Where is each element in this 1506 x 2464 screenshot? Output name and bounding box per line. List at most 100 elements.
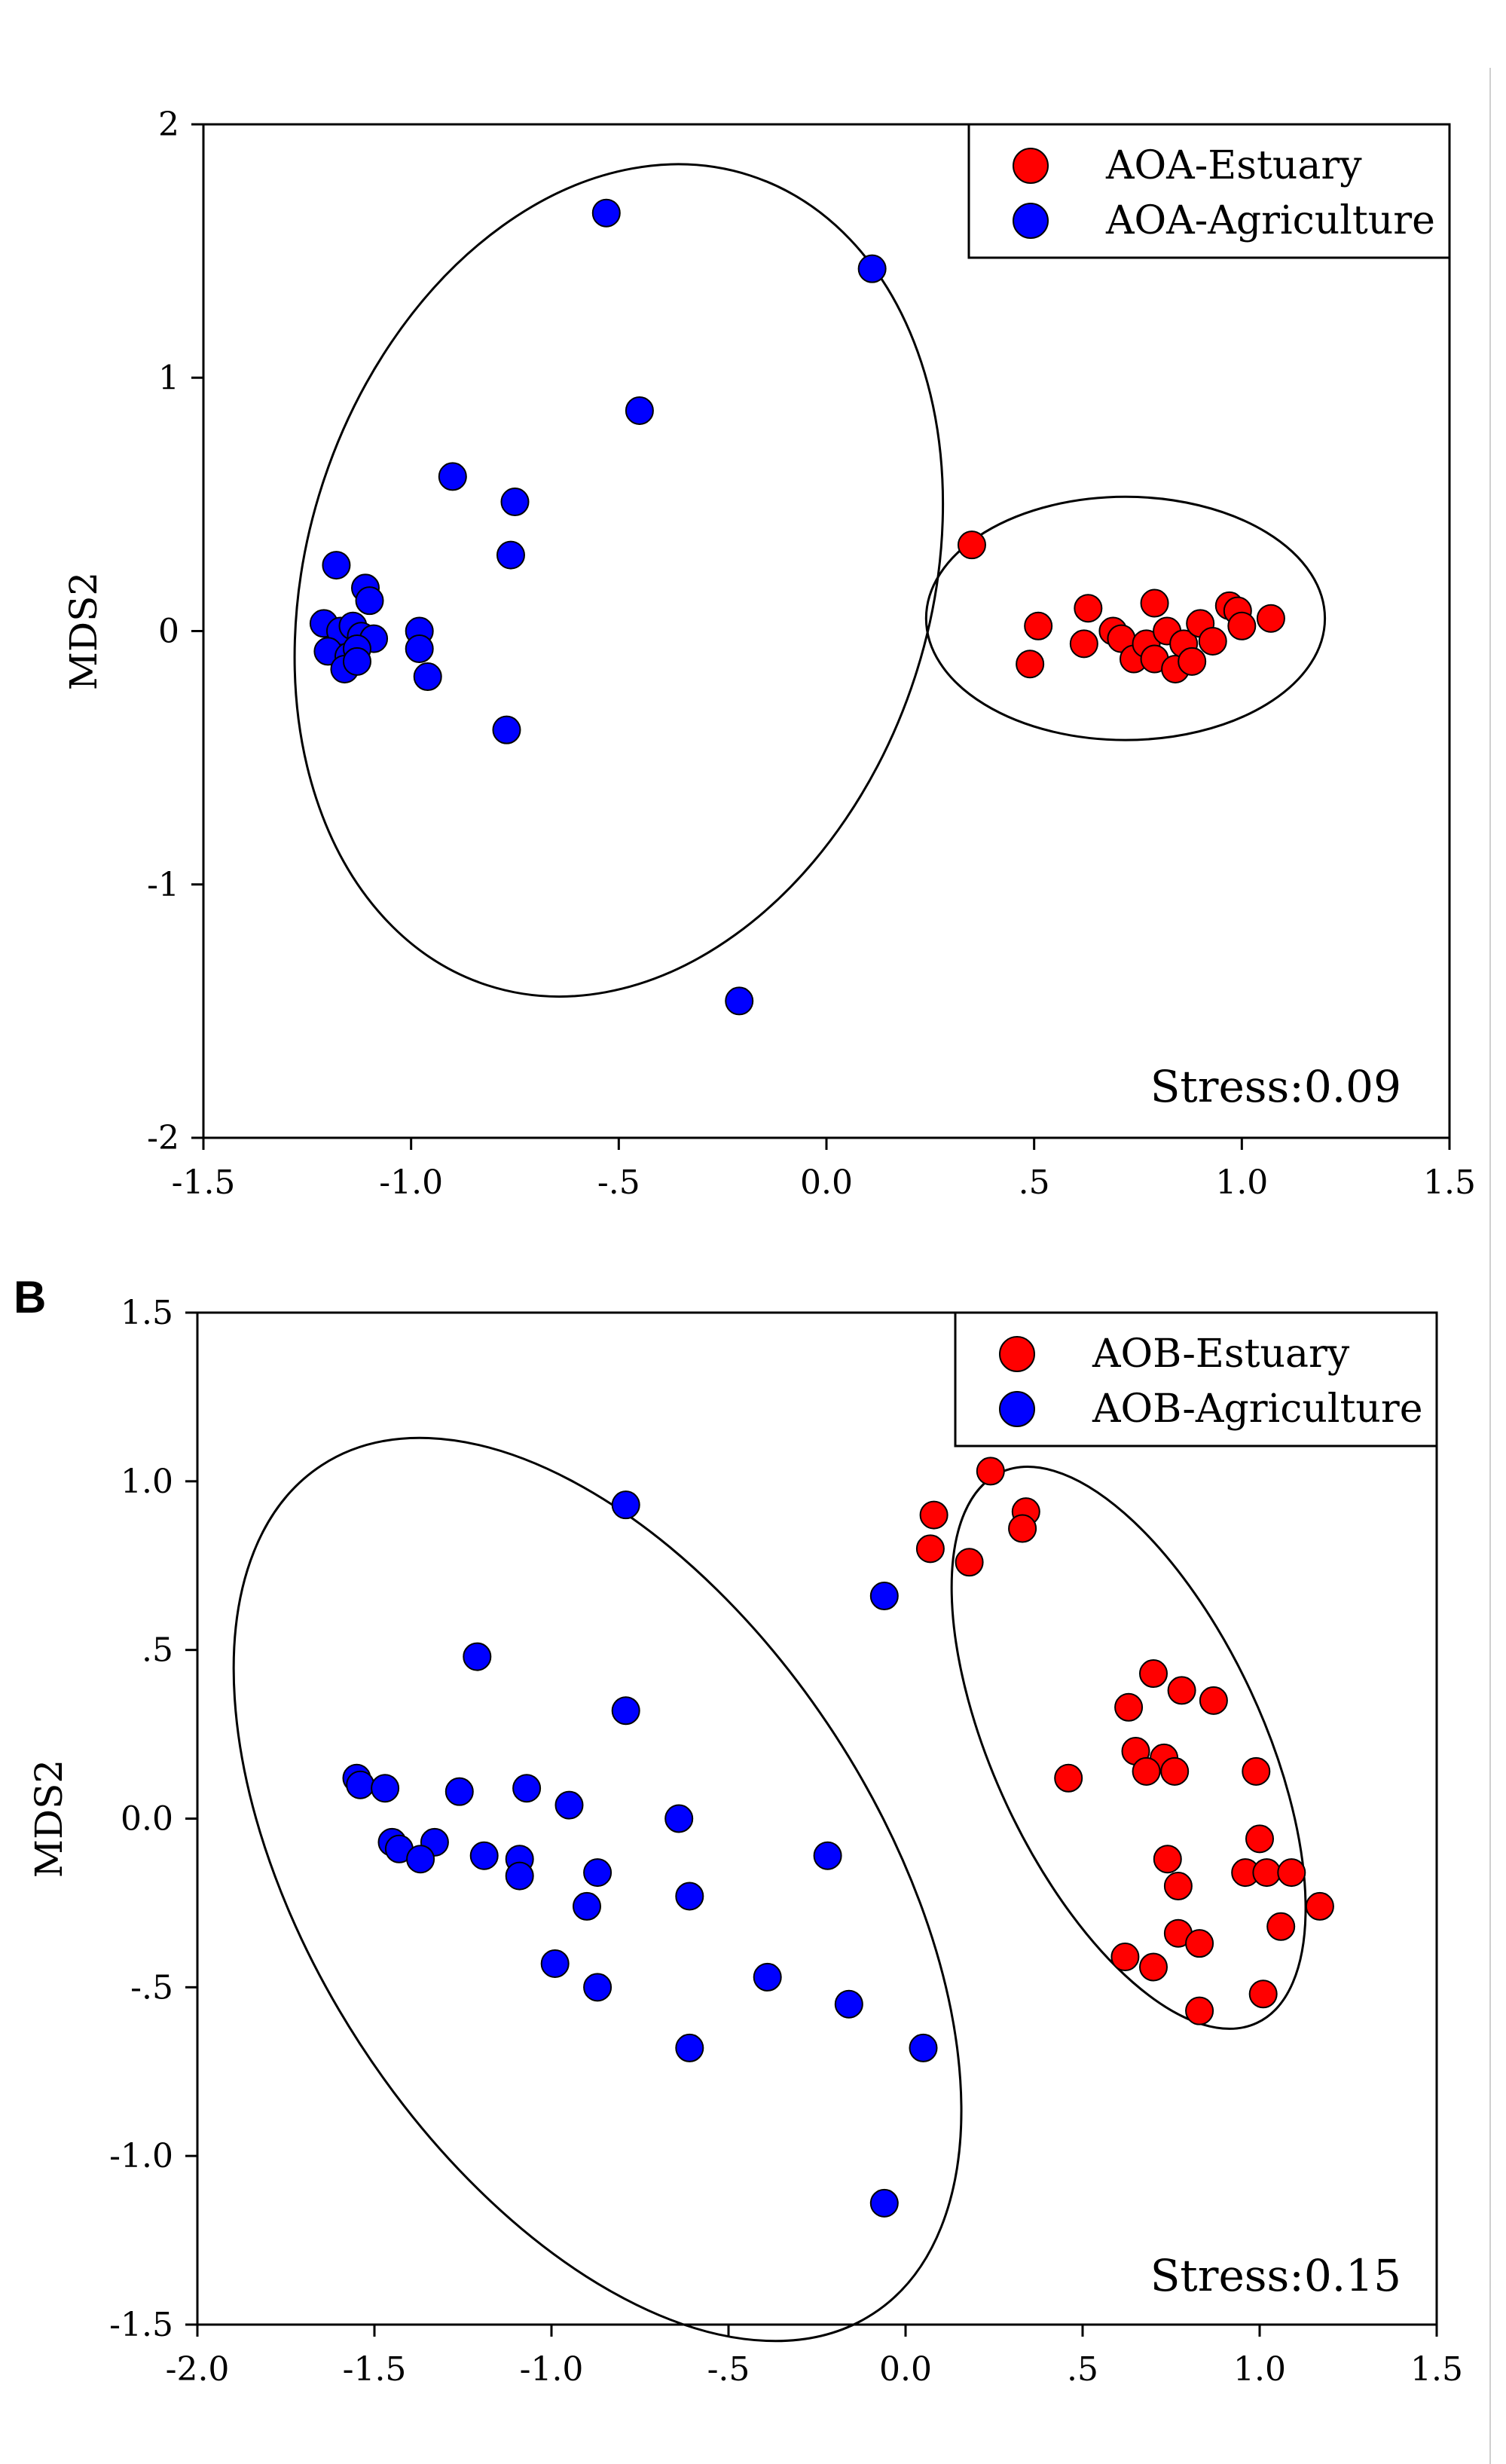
y-tick-label: -1.0 bbox=[109, 2137, 173, 2175]
aoa-agriculture-point bbox=[322, 551, 351, 580]
y-tick-label: -.5 bbox=[130, 1968, 173, 2007]
x-tick-label: -1.0 bbox=[520, 2350, 584, 2389]
y-tick-label: -1 bbox=[147, 866, 179, 904]
aob-agriculture-point bbox=[583, 1858, 612, 1888]
aoa-agriculture-point bbox=[625, 396, 654, 425]
aob-estuary-point bbox=[1054, 1763, 1083, 1793]
aoa-agriculture-point bbox=[496, 540, 525, 570]
aoa-agriculture-point bbox=[492, 715, 521, 744]
aob-estuary-point bbox=[915, 1534, 945, 1564]
aoa-agriculture-point bbox=[405, 634, 434, 664]
aob-agriculture-point bbox=[675, 2033, 704, 2062]
legend-marker-agriculture bbox=[1013, 203, 1049, 239]
y-axis-title: MDS2 bbox=[27, 1759, 71, 1878]
legend-b: AOB-Estuary AOB-Agriculture bbox=[954, 1311, 1438, 1448]
aoa-agriculture-point bbox=[857, 254, 887, 283]
points-a bbox=[309, 198, 1285, 1016]
x-tick-label: 1.0 bbox=[1233, 2350, 1286, 2389]
aob-agriculture-point bbox=[371, 1774, 400, 1803]
y-tick-label: 1.0 bbox=[121, 1463, 173, 1501]
x-tick-label: 1.5 bbox=[1423, 1163, 1476, 1202]
aob-agriculture-point bbox=[406, 1845, 435, 1874]
group-ellipse bbox=[232, 1436, 963, 2343]
aob-estuary-point bbox=[1277, 1858, 1306, 1888]
aob-estuary-point bbox=[1153, 1845, 1182, 1874]
aob-agriculture-point bbox=[346, 1770, 375, 1799]
legend-label-estuary: AOB-Estuary bbox=[1092, 1331, 1350, 1377]
x-tick-label: -.5 bbox=[707, 2350, 750, 2389]
x-tick-label: .5 bbox=[1019, 1163, 1050, 1202]
y-tick-label: 1.5 bbox=[121, 1294, 173, 1332]
legend-box bbox=[967, 123, 1451, 259]
aob-estuary-point bbox=[1139, 1659, 1168, 1689]
aoa-estuary-point bbox=[1016, 650, 1045, 679]
aob-agriculture-point bbox=[573, 1891, 601, 1921]
x-tick-label: 0.0 bbox=[879, 2350, 932, 2389]
aob-estuary-point bbox=[1160, 1756, 1190, 1786]
legend-box bbox=[954, 1311, 1438, 1448]
aoa-estuary-point bbox=[1198, 626, 1227, 656]
aob-agriculture-point bbox=[469, 1841, 499, 1870]
x-tick-label: -1.0 bbox=[379, 1163, 443, 1202]
aob-agriculture-point bbox=[664, 1804, 694, 1833]
panel-a: -1.5 -1.0 -.5 0.0 .5 1.0 1.5 -2 -1 0 1 2 MDS2 AOA-E… bbox=[62, 105, 1476, 1202]
aob-estuary-point bbox=[955, 1548, 984, 1577]
aoa-estuary-point bbox=[1178, 647, 1207, 676]
aob-agriculture-point bbox=[583, 1973, 612, 2002]
aob-estuary-point bbox=[1199, 1686, 1228, 1715]
aob-estuary-point bbox=[1008, 1514, 1037, 1543]
aoa-estuary-point bbox=[1024, 611, 1053, 640]
aob-estuary-point bbox=[1167, 1676, 1196, 1705]
y-tick-label: .5 bbox=[142, 1631, 173, 1670]
aob-agriculture-point bbox=[505, 1861, 534, 1891]
aob-agriculture-point bbox=[444, 1777, 474, 1806]
aob-agriculture-point bbox=[753, 1962, 782, 1992]
aoa-estuary-point bbox=[1256, 604, 1285, 633]
aob-agriculture-point bbox=[554, 1790, 584, 1820]
aob-agriculture-point bbox=[463, 1642, 492, 1671]
x-tick-label: -.5 bbox=[597, 1163, 640, 1202]
aob-agriculture-point bbox=[611, 1696, 640, 1726]
stress-annotation: Stress:0.09 bbox=[1150, 1061, 1401, 1112]
y-axis-title: MDS2 bbox=[62, 572, 105, 690]
ticks-a: -1.5 -1.0 -.5 0.0 .5 1.0 1.5 -2 -1 0 1 2 bbox=[147, 105, 1476, 1202]
aoa-estuary-point bbox=[957, 530, 986, 560]
legend-marker-agriculture bbox=[999, 1391, 1035, 1427]
aoa-agriculture-point bbox=[591, 198, 621, 228]
x-tick-label: 1.5 bbox=[1410, 2350, 1463, 2389]
aob-estuary-point bbox=[1185, 1929, 1214, 1958]
aoa-estuary-point bbox=[1074, 594, 1103, 623]
aoa-agriculture-point bbox=[355, 586, 384, 616]
aoa-agriculture-point bbox=[413, 662, 442, 692]
points-b bbox=[342, 1457, 1334, 2218]
legend-label-estuary: AOA-Estuary bbox=[1105, 143, 1362, 188]
aob-estuary-point bbox=[1185, 1996, 1214, 2025]
aob-agriculture-point bbox=[869, 2188, 899, 2218]
aob-estuary-point bbox=[1248, 1979, 1278, 2009]
aoa-agriculture-point bbox=[342, 647, 371, 676]
aob-agriculture-point bbox=[834, 1989, 863, 2019]
aoa-estuary-point bbox=[1069, 629, 1098, 659]
y-tick-label: -2 bbox=[147, 1119, 179, 1157]
x-tick-label: 0.0 bbox=[800, 1163, 853, 1202]
aob-estuary-point bbox=[1114, 1692, 1144, 1722]
x-tick-label: -1.5 bbox=[172, 1163, 236, 1202]
aob-agriculture-point bbox=[813, 1841, 842, 1870]
x-tick-label: .5 bbox=[1067, 2350, 1098, 2389]
aob-estuary-point bbox=[1139, 1952, 1168, 1982]
aob-estuary-point bbox=[1305, 1891, 1334, 1921]
y-tick-label: 0.0 bbox=[121, 1800, 173, 1839]
aob-estuary-point bbox=[1163, 1872, 1193, 1901]
legend-label-agriculture: AOA-Agriculture bbox=[1105, 198, 1435, 243]
aob-estuary-point bbox=[1266, 1912, 1296, 1941]
legend-marker-estuary bbox=[1013, 148, 1049, 184]
x-tick-label: 1.0 bbox=[1215, 1163, 1268, 1202]
aob-estuary-point bbox=[919, 1500, 949, 1530]
y-tick-label: 2 bbox=[158, 105, 179, 144]
aoa-agriculture-point bbox=[500, 488, 530, 517]
legend-marker-estuary bbox=[999, 1336, 1035, 1372]
panel-b: B -2.0 -1.5 -1.0 -.5 0.0 .5 1.0 1.5 -1.5 -1.0 -.5 0… bbox=[14, 1272, 1463, 2389]
aoa-estuary-point bbox=[1140, 588, 1169, 618]
